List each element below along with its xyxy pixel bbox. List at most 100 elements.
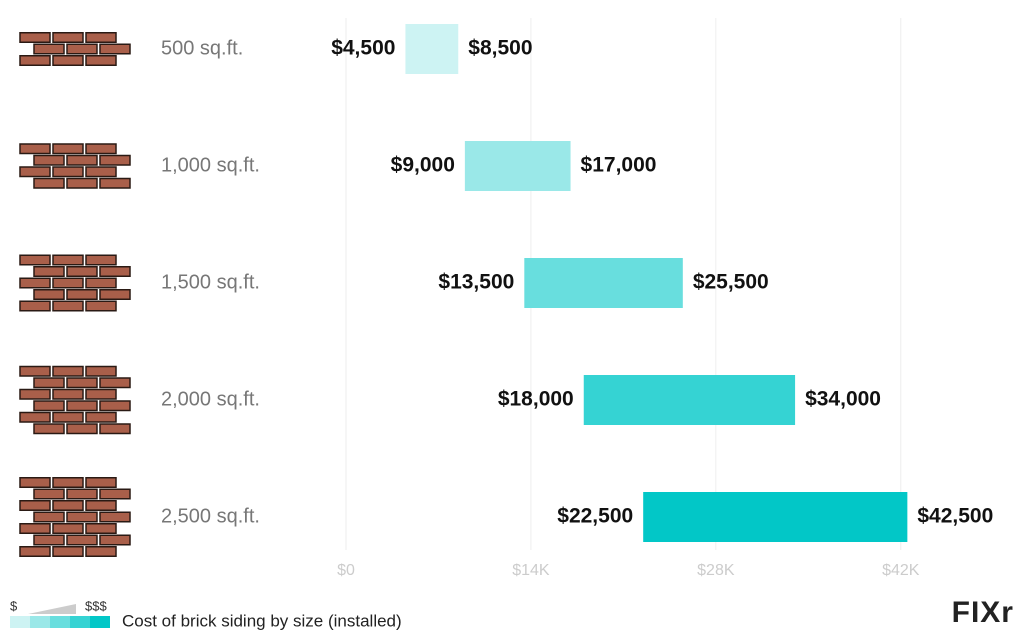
- x-tick-label: $28K: [697, 562, 735, 579]
- brick: [19, 523, 51, 534]
- brick: [52, 143, 84, 155]
- logo: FIXr: [952, 596, 1014, 629]
- brick: [66, 488, 98, 500]
- brick: [33, 266, 65, 277]
- legend-label: Cost of brick siding by size (installed): [122, 611, 402, 630]
- brick: [19, 477, 51, 488]
- brick: [19, 254, 51, 266]
- brick: [52, 546, 84, 557]
- legend-swatch: [50, 616, 70, 628]
- value-label-low: $9,000: [391, 154, 455, 177]
- brick: [52, 388, 84, 400]
- brick: [99, 154, 131, 166]
- bar: [464, 141, 571, 191]
- brick: [66, 423, 98, 435]
- brick: [33, 177, 65, 189]
- brick: [33, 423, 65, 435]
- brick: [85, 477, 117, 488]
- brick: [85, 277, 117, 289]
- brick: [52, 55, 84, 66]
- brick: [52, 254, 84, 266]
- brick: [85, 300, 117, 312]
- brick: [19, 546, 51, 557]
- brick: [19, 300, 51, 312]
- brick: [66, 377, 98, 389]
- legend-swatch: [70, 616, 90, 628]
- bar: [643, 492, 908, 542]
- legend-high: $$$: [85, 598, 107, 613]
- bar: [524, 258, 683, 308]
- brick: [66, 534, 98, 546]
- brick: [52, 477, 84, 488]
- brick: [33, 43, 65, 55]
- brick: [85, 411, 117, 423]
- legend-swatch: [10, 616, 30, 628]
- brick: [99, 43, 131, 55]
- category-label: 2,500 sq.ft.: [161, 505, 260, 527]
- brick: [99, 534, 131, 546]
- brick: [85, 55, 117, 66]
- brick: [85, 388, 117, 400]
- brick: [66, 154, 98, 166]
- brick: [66, 511, 98, 523]
- brick: [99, 400, 131, 412]
- brick: [33, 511, 65, 523]
- brick: [85, 365, 117, 377]
- legend-wedge: [28, 604, 76, 614]
- brick: [52, 523, 84, 534]
- category-label: 1,500 sq.ft.: [161, 271, 260, 293]
- value-label-low: $22,500: [557, 505, 633, 528]
- brick: [19, 500, 51, 511]
- brick: [52, 365, 84, 377]
- brick: [99, 177, 131, 189]
- value-label-high: $42,500: [917, 505, 993, 528]
- category-label: 1,000 sq.ft.: [161, 154, 260, 176]
- legend-swatch: [90, 616, 110, 628]
- brick: [66, 266, 98, 277]
- brick: [85, 523, 117, 534]
- value-label-low: $4,500: [331, 37, 395, 60]
- value-label-high: $17,000: [581, 154, 657, 177]
- value-label-low: $18,000: [498, 388, 574, 411]
- brick: [19, 277, 51, 289]
- brick: [99, 377, 131, 389]
- value-label-low: $13,500: [438, 271, 514, 294]
- brick: [52, 277, 84, 289]
- brick: [19, 55, 51, 66]
- brick: [19, 143, 51, 155]
- value-label-high: $34,000: [805, 388, 881, 411]
- brick: [52, 32, 84, 43]
- brick: [33, 377, 65, 389]
- brick: [19, 365, 51, 377]
- value-label-high: $8,500: [468, 37, 532, 60]
- brick: [66, 400, 98, 412]
- brick: [19, 411, 51, 423]
- brick: [99, 266, 131, 277]
- brick: [33, 488, 65, 500]
- legend-low: $: [10, 598, 18, 613]
- brick: [19, 32, 51, 43]
- brick: [52, 300, 84, 312]
- bar: [583, 375, 796, 425]
- brick: [66, 177, 98, 189]
- brick: [33, 400, 65, 412]
- brick: [52, 166, 84, 178]
- x-tick-label: $14K: [512, 562, 550, 579]
- brick: [85, 32, 117, 43]
- brick: [99, 423, 131, 435]
- brick: [85, 166, 117, 178]
- brick: [33, 289, 65, 300]
- brick: [85, 546, 117, 557]
- brick: [66, 289, 98, 300]
- x-tick-label: $42K: [882, 562, 920, 579]
- brick: [19, 166, 51, 178]
- brick: [99, 511, 131, 523]
- bar: [405, 24, 459, 74]
- brick: [66, 43, 98, 55]
- x-tick-label: $0: [337, 562, 355, 579]
- category-label: 500 sq.ft.: [161, 37, 243, 59]
- brick: [52, 411, 84, 423]
- brick: [85, 500, 117, 511]
- brick: [19, 388, 51, 400]
